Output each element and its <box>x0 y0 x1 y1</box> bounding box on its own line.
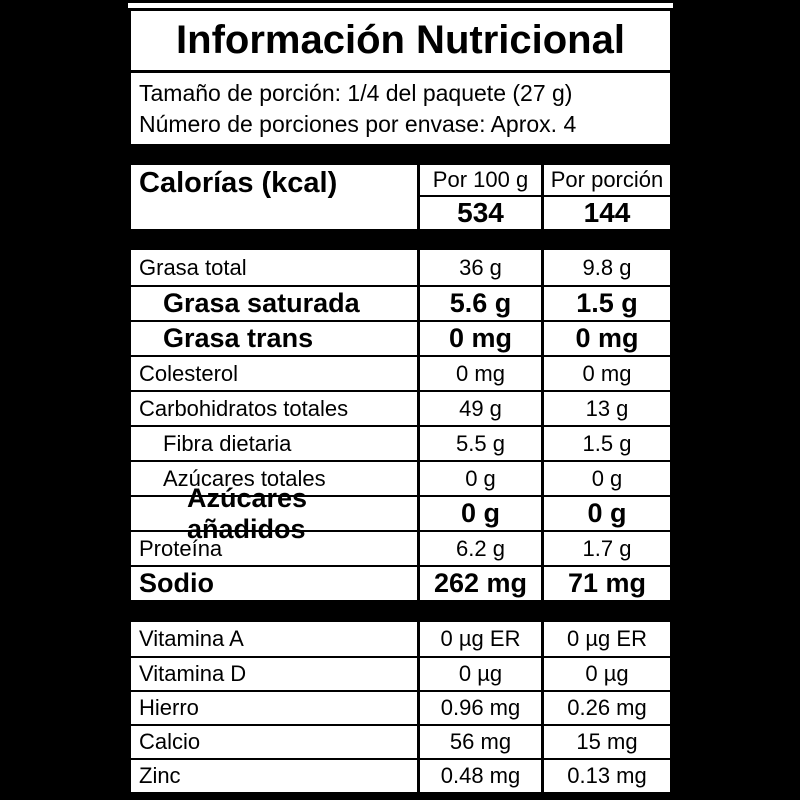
portion-value: 0 mg <box>541 357 670 390</box>
section-separator <box>128 603 673 619</box>
nutrient-row-azucares-totales: Azúcares totales 0 g 0 g <box>131 460 670 495</box>
nutrient-label: Grasa total <box>139 254 247 280</box>
per100-value: 5.5 g <box>417 427 541 460</box>
title-box: Información Nutricional <box>128 8 673 73</box>
calories-portion-value: 144 <box>583 197 631 228</box>
per100-value: 56 mg <box>417 726 541 758</box>
nutrient-label: Fibra dietaria <box>163 430 292 456</box>
per100-value: 49 g <box>417 392 541 425</box>
calories-per100-column: Por 100 g 534 <box>417 165 541 229</box>
portion-value: 15 mg <box>541 726 670 758</box>
per100-value: 0 µg ER <box>417 622 541 656</box>
per100-value: 262 mg <box>417 567 541 600</box>
per100-value: 0 mg <box>417 322 541 355</box>
portion-value: 9.8 g <box>541 250 670 285</box>
calories-label: Calorías (kcal) <box>139 167 338 199</box>
nutrient-label: Sodio <box>139 568 214 598</box>
nutrient-row-proteina: Proteína 6.2 g 1.7 g <box>131 530 670 565</box>
per100-value: 0 g <box>417 497 541 530</box>
portion-value: 0.26 mg <box>541 692 670 724</box>
nutrient-label: Colesterol <box>139 360 239 386</box>
per100-value: 0.48 mg <box>417 760 541 792</box>
per100-value: 0 g <box>417 462 541 495</box>
per100-column-header: Por 100 g <box>420 165 541 197</box>
nutrients-table: Grasa total 36 g 9.8 g Grasa saturada 5.… <box>128 247 673 603</box>
nutrient-row-vitamina-d: Vitamina D 0 µg 0 µg <box>131 656 670 690</box>
nutrient-label: Azúcares añadidos <box>187 482 308 544</box>
nutrient-label: Calcio <box>139 729 201 754</box>
portion-value: 0 µg ER <box>541 622 670 656</box>
calories-per100-value: 534 <box>457 197 504 228</box>
nutrient-row-azucares-anadidos: Azúcares añadidos 0 g 0 g <box>131 482 670 544</box>
portion-column-header: Por porción <box>544 165 670 197</box>
section-separator <box>128 232 673 247</box>
portion-value: 0 g <box>541 462 670 495</box>
label-title: Información Nutricional <box>176 18 625 62</box>
nutrient-label: Vitamina A <box>139 626 244 651</box>
portion-value: 71 mg <box>541 567 670 600</box>
nutrient-label: Vitamina D <box>139 661 247 686</box>
nutrient-label: Grasa trans <box>163 323 314 353</box>
section-separator <box>128 147 673 162</box>
nutrient-row-vitamina-a: Vitamina A 0 µg ER 0 µg ER <box>131 622 670 656</box>
nutrient-row-sodio: Sodio 262 mg 71 mg <box>131 565 670 600</box>
nutrient-label: Zinc <box>139 763 181 788</box>
portion-value: 0 µg <box>541 658 670 690</box>
nutrient-label: Grasa saturada <box>163 288 360 318</box>
portion-value: 1.7 g <box>541 532 670 565</box>
portion-value: 0 g <box>541 497 670 530</box>
per100-value: 0 µg <box>417 658 541 690</box>
serving-size-line: Tamaño de porción: 1/4 del paquete (27 g… <box>139 80 573 106</box>
calories-table: Calorías (kcal) Por 100 g 534 Por porció… <box>128 162 673 232</box>
nutrient-row-calcio: Calcio 56 mg 15 mg <box>131 724 670 758</box>
nutrient-row-carbohidratos: Carbohidratos totales 49 g 13 g <box>131 390 670 425</box>
portion-value: 1.5 g <box>541 427 670 460</box>
per100-value: 0 mg <box>417 357 541 390</box>
per100-value: 0.96 mg <box>417 692 541 724</box>
nutrient-label: Carbohidratos totales <box>139 395 349 421</box>
nutrient-label: Hierro <box>139 695 199 720</box>
portion-value: 0.13 mg <box>541 760 670 792</box>
nutrient-row-zinc: Zinc 0.48 mg 0.13 mg <box>131 758 670 792</box>
nutrient-row-grasa-trans: Grasa trans 0 mg 0 mg <box>131 320 670 355</box>
per100-value: 5.6 g <box>417 287 541 320</box>
nutrient-row-grasa-saturada: Grasa saturada 5.6 g 1.5 g <box>131 285 670 320</box>
portion-value: 0 mg <box>541 322 670 355</box>
nutrient-row-hierro: Hierro 0.96 mg 0.26 mg <box>131 690 670 724</box>
servings-per-container-line: Número de porciones por envase: Aprox. 4 <box>139 111 577 137</box>
nutrient-row-grasa-total: Grasa total 36 g 9.8 g <box>131 250 670 285</box>
nutrient-label: Azúcares totales <box>163 465 326 491</box>
nutrient-row-fibra: Fibra dietaria 5.5 g 1.5 g <box>131 425 670 460</box>
portion-value: 13 g <box>541 392 670 425</box>
per100-value: 36 g <box>417 250 541 285</box>
portion-value: 1.5 g <box>541 287 670 320</box>
nutrient-row-colesterol: Colesterol 0 mg 0 mg <box>131 355 670 390</box>
per100-value: 6.2 g <box>417 532 541 565</box>
nutrition-label: Información Nutricional Tamaño de porció… <box>128 3 673 795</box>
micronutrients-table: Vitamina A 0 µg ER 0 µg ER Vitamina D 0 … <box>128 619 673 795</box>
calories-portion-column: Por porción 144 <box>541 165 670 229</box>
nutrient-label: Proteína <box>139 535 223 561</box>
serving-info-box: Tamaño de porción: 1/4 del paquete (27 g… <box>128 73 673 147</box>
